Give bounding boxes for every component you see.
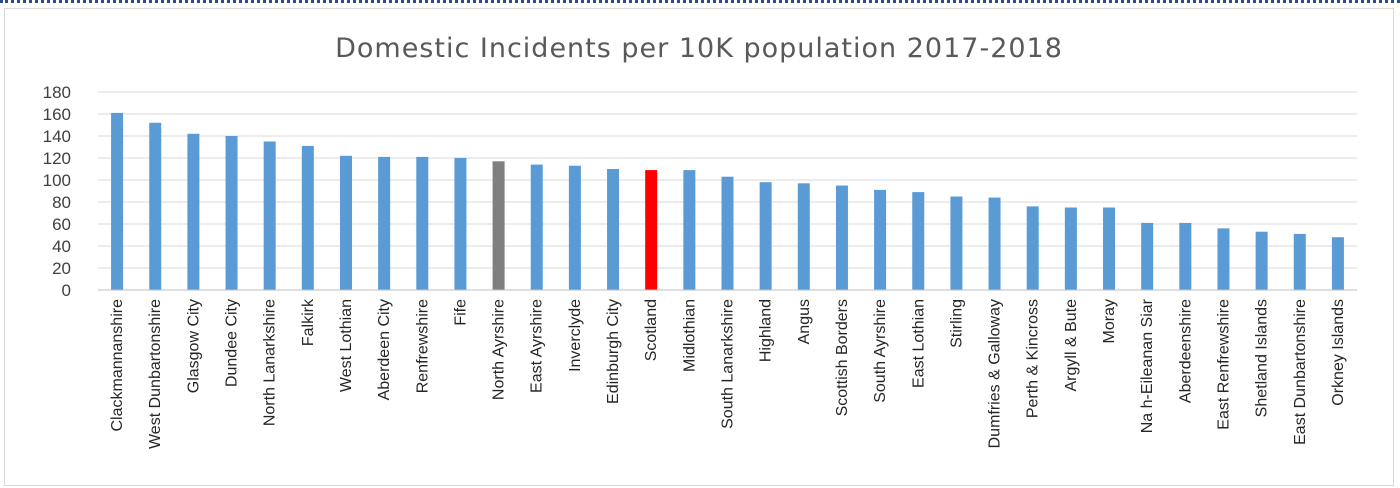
bar <box>759 182 772 290</box>
x-tick-label: Stirling <box>948 299 965 348</box>
x-tick-label: Perth & Kincross <box>1025 299 1042 418</box>
bar <box>1217 228 1230 290</box>
bar <box>988 197 1001 290</box>
bar <box>1331 237 1344 290</box>
x-tick-label: Na h-Eileanan Siar <box>1139 298 1156 433</box>
y-tick-label: 140 <box>43 127 71 146</box>
bar <box>835 185 848 290</box>
x-tick-label: East Renfrewshire <box>1215 299 1232 430</box>
chart-title: Domestic Incidents per 10K population 20… <box>335 33 1063 64</box>
chart-frame: Domestic Incidents per 10K population 20… <box>4 8 1394 486</box>
y-tick-label: 160 <box>43 105 71 124</box>
bar <box>149 122 162 290</box>
bar <box>416 156 429 290</box>
bar <box>454 158 467 290</box>
bar <box>187 133 200 290</box>
bar-chart: Domestic Incidents per 10K population 20… <box>43 33 1357 449</box>
x-tick-label: South Ayrshire <box>872 299 889 403</box>
y-tick-label: 80 <box>52 193 71 212</box>
x-tick-label: Dumfries & Galloway <box>987 299 1004 448</box>
x-tick-label: East Ayrshire <box>529 299 546 393</box>
bars <box>111 112 1344 291</box>
bar <box>568 165 581 290</box>
bar <box>301 145 314 290</box>
x-tick-label: Edinburgh City <box>605 299 622 404</box>
bar <box>263 141 276 290</box>
y-tick-label: 60 <box>52 215 71 234</box>
x-tick-label: Scotland <box>643 299 660 361</box>
x-tick-label: Angus <box>796 299 813 344</box>
x-tick-label: Aberdeen City <box>376 299 393 400</box>
x-tick-label: Orkney Islands <box>1330 299 1347 406</box>
y-tick-label: 120 <box>43 149 71 168</box>
y-tick-label: 100 <box>43 171 71 190</box>
bar <box>797 183 810 290</box>
x-tick-label: Argyll & Bute <box>1063 299 1080 392</box>
bar <box>225 136 238 290</box>
y-tick-label: 40 <box>52 237 71 256</box>
bar <box>683 170 696 290</box>
y-axis-ticks: 0 20 40 60 80 100 120 140 160 180 <box>43 83 71 300</box>
x-tick-label: Renfrewshire <box>414 299 431 393</box>
bar <box>607 169 620 290</box>
x-tick-label: South Lanarkshire <box>720 299 737 429</box>
y-tick-label: 20 <box>52 259 71 278</box>
x-tick-label: East Lothian <box>910 299 927 388</box>
bar <box>874 189 887 290</box>
bar <box>111 112 124 291</box>
x-tick-label: Fife <box>452 299 469 326</box>
bar <box>912 192 925 290</box>
x-tick-label: East Dunbartonshire <box>1292 299 1309 445</box>
y-tick-label: 180 <box>43 83 71 102</box>
bar <box>721 176 734 290</box>
bar <box>530 164 543 290</box>
x-tick-label: West Lothian <box>338 299 355 392</box>
bar <box>1064 207 1077 290</box>
bar <box>378 156 391 290</box>
bar <box>950 196 963 290</box>
bar <box>1103 207 1116 290</box>
x-tick-label: Midlothian <box>681 299 698 372</box>
x-tick-label: North Lanarkshire <box>262 299 279 426</box>
bar <box>1141 222 1154 290</box>
x-tick-label: Falkirk <box>300 298 317 346</box>
bar <box>339 155 352 290</box>
x-tick-label: Inverclyde <box>567 299 584 372</box>
x-tick-label: Shetland Islands <box>1254 299 1271 417</box>
bar <box>1293 233 1306 290</box>
x-tick-label: Clackmannanshire <box>109 299 126 432</box>
x-tick-label: Glasgow City <box>185 299 202 393</box>
x-tick-label: Highland <box>758 299 775 362</box>
bar <box>1179 222 1192 290</box>
x-tick-label: Aberdeenshire <box>1177 299 1194 403</box>
bar <box>1255 231 1268 290</box>
y-tick-label: 0 <box>62 281 71 300</box>
bar <box>645 170 658 290</box>
bar <box>1026 206 1039 290</box>
x-tick-label: Moray <box>1101 299 1118 343</box>
x-tick-label: North Ayrshire <box>491 299 508 400</box>
x-tick-label: Scottish Borders <box>834 299 851 416</box>
x-tick-label: Dundee City <box>224 299 241 387</box>
top-dotted-border <box>0 0 1400 6</box>
x-tick-label: West Dunbartonshire <box>147 299 164 449</box>
x-axis-labels: Clackmannanshire West Dunbartonshire Glasg… <box>109 298 1347 449</box>
bar <box>492 161 505 290</box>
